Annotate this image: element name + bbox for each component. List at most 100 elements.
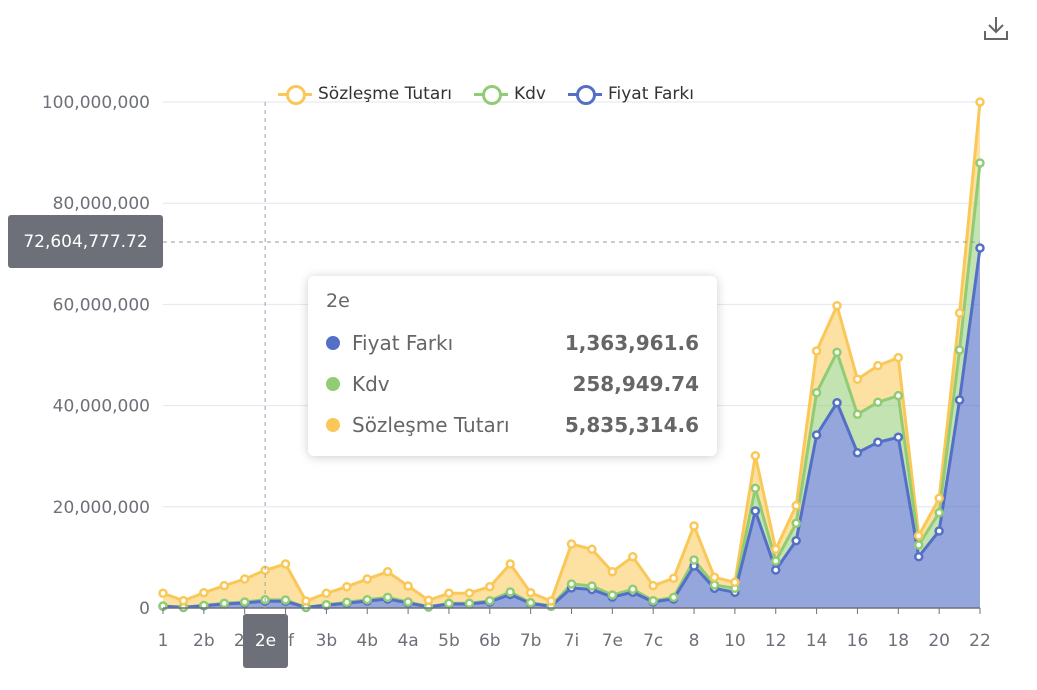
legend-item-fiyat-farki[interactable]: Fiyat Farkı — [567, 84, 694, 105]
data-point — [811, 346, 822, 356]
series-dot-icon — [326, 417, 340, 432]
data-point — [873, 397, 883, 408]
data-point — [444, 588, 454, 599]
y-tick-label: 40,000,000 — [53, 397, 150, 417]
legend-label: Sözleşme Tutarı — [318, 84, 452, 104]
data-point — [689, 521, 699, 531]
tooltip-series-value: 258,949.74 — [572, 371, 699, 396]
legend: Sözleşme Tutarı Kdv Fiyat Farkı — [278, 84, 694, 105]
series-dot-icon — [326, 335, 340, 350]
data-point — [934, 526, 944, 536]
data-point — [301, 596, 311, 606]
y-tick-label: 100,000,000 — [42, 93, 150, 113]
tooltip-row-kdv: Kdv 258,949.74 — [326, 363, 699, 404]
data-point — [280, 559, 291, 569]
data-point — [587, 544, 597, 555]
x-tick-label: 8 — [689, 631, 700, 651]
x-tick-label: 22 — [969, 631, 991, 651]
area-fiyat-fark- — [163, 247, 980, 608]
data-point — [628, 551, 638, 562]
data-point — [607, 590, 618, 600]
y-tick-label: 0 — [139, 599, 150, 619]
data-point — [913, 551, 924, 562]
download-icon[interactable] — [982, 14, 1010, 42]
legend-label: Kdv — [513, 84, 546, 104]
data-point — [954, 345, 965, 355]
data-point — [178, 595, 189, 606]
data-point — [566, 539, 577, 549]
data-point — [321, 599, 332, 610]
tooltip-series-value: 5,835,314.6 — [564, 412, 699, 437]
legend-item-sozlesme-tutari[interactable]: Sözleşme Tutarı — [278, 84, 452, 105]
tooltip-series-value: 1,363,961.6 — [564, 330, 699, 355]
data-point — [403, 581, 413, 591]
data-point — [362, 574, 372, 584]
data-point — [832, 397, 842, 408]
data-point — [873, 360, 883, 371]
data-point — [525, 587, 536, 598]
x-tick-label: 16 — [847, 631, 869, 651]
data-point — [648, 580, 658, 591]
x-tick-label: 20 — [928, 631, 950, 651]
data-point — [954, 308, 965, 318]
data-point — [975, 97, 985, 107]
data-point — [199, 587, 209, 598]
data-point — [913, 540, 924, 550]
data-point — [607, 566, 618, 577]
data-point — [158, 588, 168, 599]
data-point — [852, 374, 863, 385]
x-tick-label: 6b — [479, 631, 501, 651]
series-dot-icon — [326, 376, 340, 391]
data-point — [485, 581, 495, 592]
x-tick-label: 18 — [887, 631, 909, 651]
x-tick-label: 7e — [602, 631, 623, 651]
data-point — [342, 581, 352, 592]
y-tick-label: 20,000,000 — [53, 498, 150, 518]
data-point — [219, 598, 230, 609]
tooltip-series-name: Sözleşme Tutarı — [352, 412, 510, 437]
data-point — [280, 595, 291, 605]
data-point — [750, 450, 761, 461]
x-tick-label: 3b — [316, 631, 338, 651]
data-point — [893, 390, 904, 401]
tooltip-row-sozlesme-tutari: Sözleşme Tutarı 5,835,314.6 — [326, 404, 699, 445]
data-point — [444, 598, 454, 609]
data-point — [464, 598, 475, 608]
data-point — [709, 572, 720, 583]
tooltip: 2e Fiyat Farkı 1,363,961.6 Kdv 258,949.7… — [308, 276, 717, 456]
legend-item-kdv[interactable]: Kdv — [473, 84, 546, 105]
data-point — [709, 580, 720, 590]
data-point — [668, 592, 679, 603]
data-point — [628, 584, 638, 595]
tooltip-series-name: Kdv — [352, 371, 390, 396]
x-tick-label: 2b — [193, 631, 215, 651]
legend-marker-icon — [567, 84, 602, 105]
data-point — [382, 566, 393, 577]
data-point — [934, 507, 944, 518]
x-tick-label: 14 — [806, 631, 828, 651]
data-point — [362, 594, 372, 605]
y-tick-label: 80,000,000 — [53, 194, 150, 214]
data-point — [689, 555, 699, 565]
tooltip-title: 2e — [326, 290, 350, 312]
data-point — [934, 493, 944, 504]
data-point — [423, 595, 434, 606]
data-point — [791, 535, 801, 546]
x-tick-label: 7b — [520, 631, 542, 651]
x-tick-label: 7c — [643, 631, 663, 651]
crosshair-x-category-label: 2e — [243, 614, 288, 668]
data-point — [505, 559, 515, 569]
data-point — [852, 409, 863, 420]
x-tick-label: 5b — [438, 631, 460, 651]
data-point — [321, 588, 332, 599]
data-point — [852, 447, 863, 458]
data-point — [873, 437, 883, 448]
data-point — [975, 243, 985, 253]
data-point — [750, 506, 761, 516]
x-tick-label: 4a — [397, 631, 418, 651]
data-point — [239, 597, 250, 607]
data-point — [525, 597, 536, 608]
legend-marker-icon — [473, 84, 508, 105]
data-point — [771, 565, 781, 575]
data-point — [219, 580, 230, 591]
